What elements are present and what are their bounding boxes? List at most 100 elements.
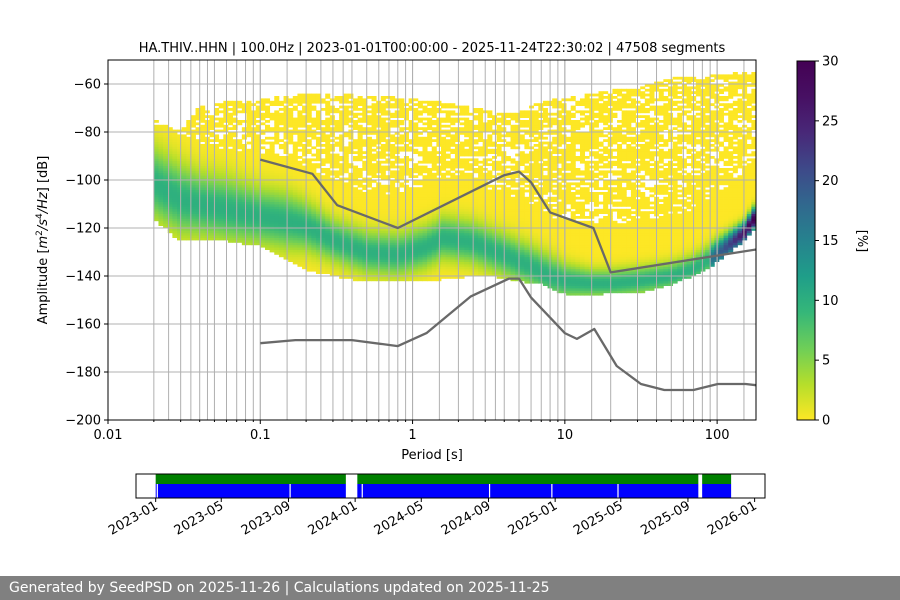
psd-cell xyxy=(441,254,447,258)
psd-cell xyxy=(292,213,298,217)
psd-cell xyxy=(348,189,354,193)
psd-cell xyxy=(255,141,261,145)
psd-cell xyxy=(153,172,159,176)
psd-cell xyxy=(519,264,525,267)
psd-cell xyxy=(186,182,192,186)
psd-cell xyxy=(427,153,433,157)
psd-cell xyxy=(390,228,396,231)
psd-cell xyxy=(478,153,484,157)
psd-cell xyxy=(339,230,345,234)
psd-cell xyxy=(255,112,261,116)
psd-cell xyxy=(260,244,266,248)
psd-cell xyxy=(195,129,201,133)
psd-cell xyxy=(399,264,405,267)
psd-cell xyxy=(278,120,284,123)
psd-cell xyxy=(505,256,511,260)
psd-cell xyxy=(524,249,530,253)
psd-cell xyxy=(311,194,317,198)
psd-cell xyxy=(241,134,247,138)
psd-cell xyxy=(473,220,479,224)
psd-cell xyxy=(394,230,400,234)
psd-cell xyxy=(163,129,169,133)
psd-cell xyxy=(292,187,298,190)
psd-cell xyxy=(473,249,479,253)
psd-cell xyxy=(158,180,164,183)
psd-cell xyxy=(227,170,233,174)
psd-cell xyxy=(478,206,484,210)
psd-cell xyxy=(283,170,289,174)
psd-cell xyxy=(413,98,419,102)
psd-cell xyxy=(302,247,308,250)
psd-cell xyxy=(431,247,437,250)
psd-cell xyxy=(366,153,372,157)
psd-cell xyxy=(427,124,433,128)
psd-cell xyxy=(390,278,396,282)
psd-cell xyxy=(478,148,484,152)
psd-cell xyxy=(186,172,192,176)
psd-cell xyxy=(450,105,456,109)
psd-cell xyxy=(459,177,465,181)
psd-cell xyxy=(417,127,423,130)
psd-cell xyxy=(200,237,206,241)
psd-cell xyxy=(325,261,331,265)
psd-cell xyxy=(241,170,247,174)
psd-cell xyxy=(454,266,460,270)
psd-cell xyxy=(274,228,280,231)
psd-cell xyxy=(366,148,372,152)
psd-cell xyxy=(403,276,409,279)
psd-cell xyxy=(237,206,243,210)
psd-cell xyxy=(366,264,372,267)
psd-cell xyxy=(464,105,470,109)
psd-cell xyxy=(491,252,498,255)
psd-cell xyxy=(417,187,423,190)
psd-cell xyxy=(334,108,340,111)
psd-cell xyxy=(320,249,326,253)
psd-cell xyxy=(533,103,539,106)
psd-cell xyxy=(390,254,396,258)
psd-cell xyxy=(403,127,409,130)
psd-cell xyxy=(357,204,363,207)
psd-cell xyxy=(496,256,502,260)
psd-cell xyxy=(320,134,326,138)
psd-cell xyxy=(343,252,349,255)
psd-cell xyxy=(181,163,187,166)
psd-cell xyxy=(195,211,201,214)
psd-cell xyxy=(306,208,312,212)
psd-cell xyxy=(519,120,525,123)
psd-cell xyxy=(353,244,359,248)
psd-cell xyxy=(209,225,215,229)
psd-cell xyxy=(464,252,470,255)
psd-cell xyxy=(195,213,201,217)
psd-cell xyxy=(413,220,419,224)
psd-cell xyxy=(478,170,484,174)
psd-cell xyxy=(315,144,321,147)
psd-cell xyxy=(496,204,502,207)
psd-cell xyxy=(163,168,169,171)
psd-cell xyxy=(306,216,312,219)
psd-cell xyxy=(209,168,215,171)
psd-cell xyxy=(515,201,521,205)
psd-cell xyxy=(190,156,196,159)
psd-cell xyxy=(348,146,354,150)
psd-cell xyxy=(334,218,340,222)
psd-cell xyxy=(274,168,280,171)
psd-cell xyxy=(283,194,289,198)
psd-cell xyxy=(339,112,345,116)
psd-cell xyxy=(288,115,294,118)
psd-cell xyxy=(260,122,266,126)
psd-cell xyxy=(214,182,220,186)
psd-cell xyxy=(408,225,414,229)
psd-cell xyxy=(232,230,238,234)
psd-cell xyxy=(227,208,233,212)
psd-cell xyxy=(255,189,261,193)
psd-cell xyxy=(478,189,484,193)
psd-cell xyxy=(241,156,247,159)
psd-cell xyxy=(403,278,409,282)
psd-cell xyxy=(459,132,465,135)
psd-cell xyxy=(366,220,372,224)
psd-cell xyxy=(339,204,345,207)
psd-cell xyxy=(468,237,474,241)
psd-cell xyxy=(223,117,229,121)
psd-cell xyxy=(177,213,183,217)
psd-cell xyxy=(380,172,386,176)
